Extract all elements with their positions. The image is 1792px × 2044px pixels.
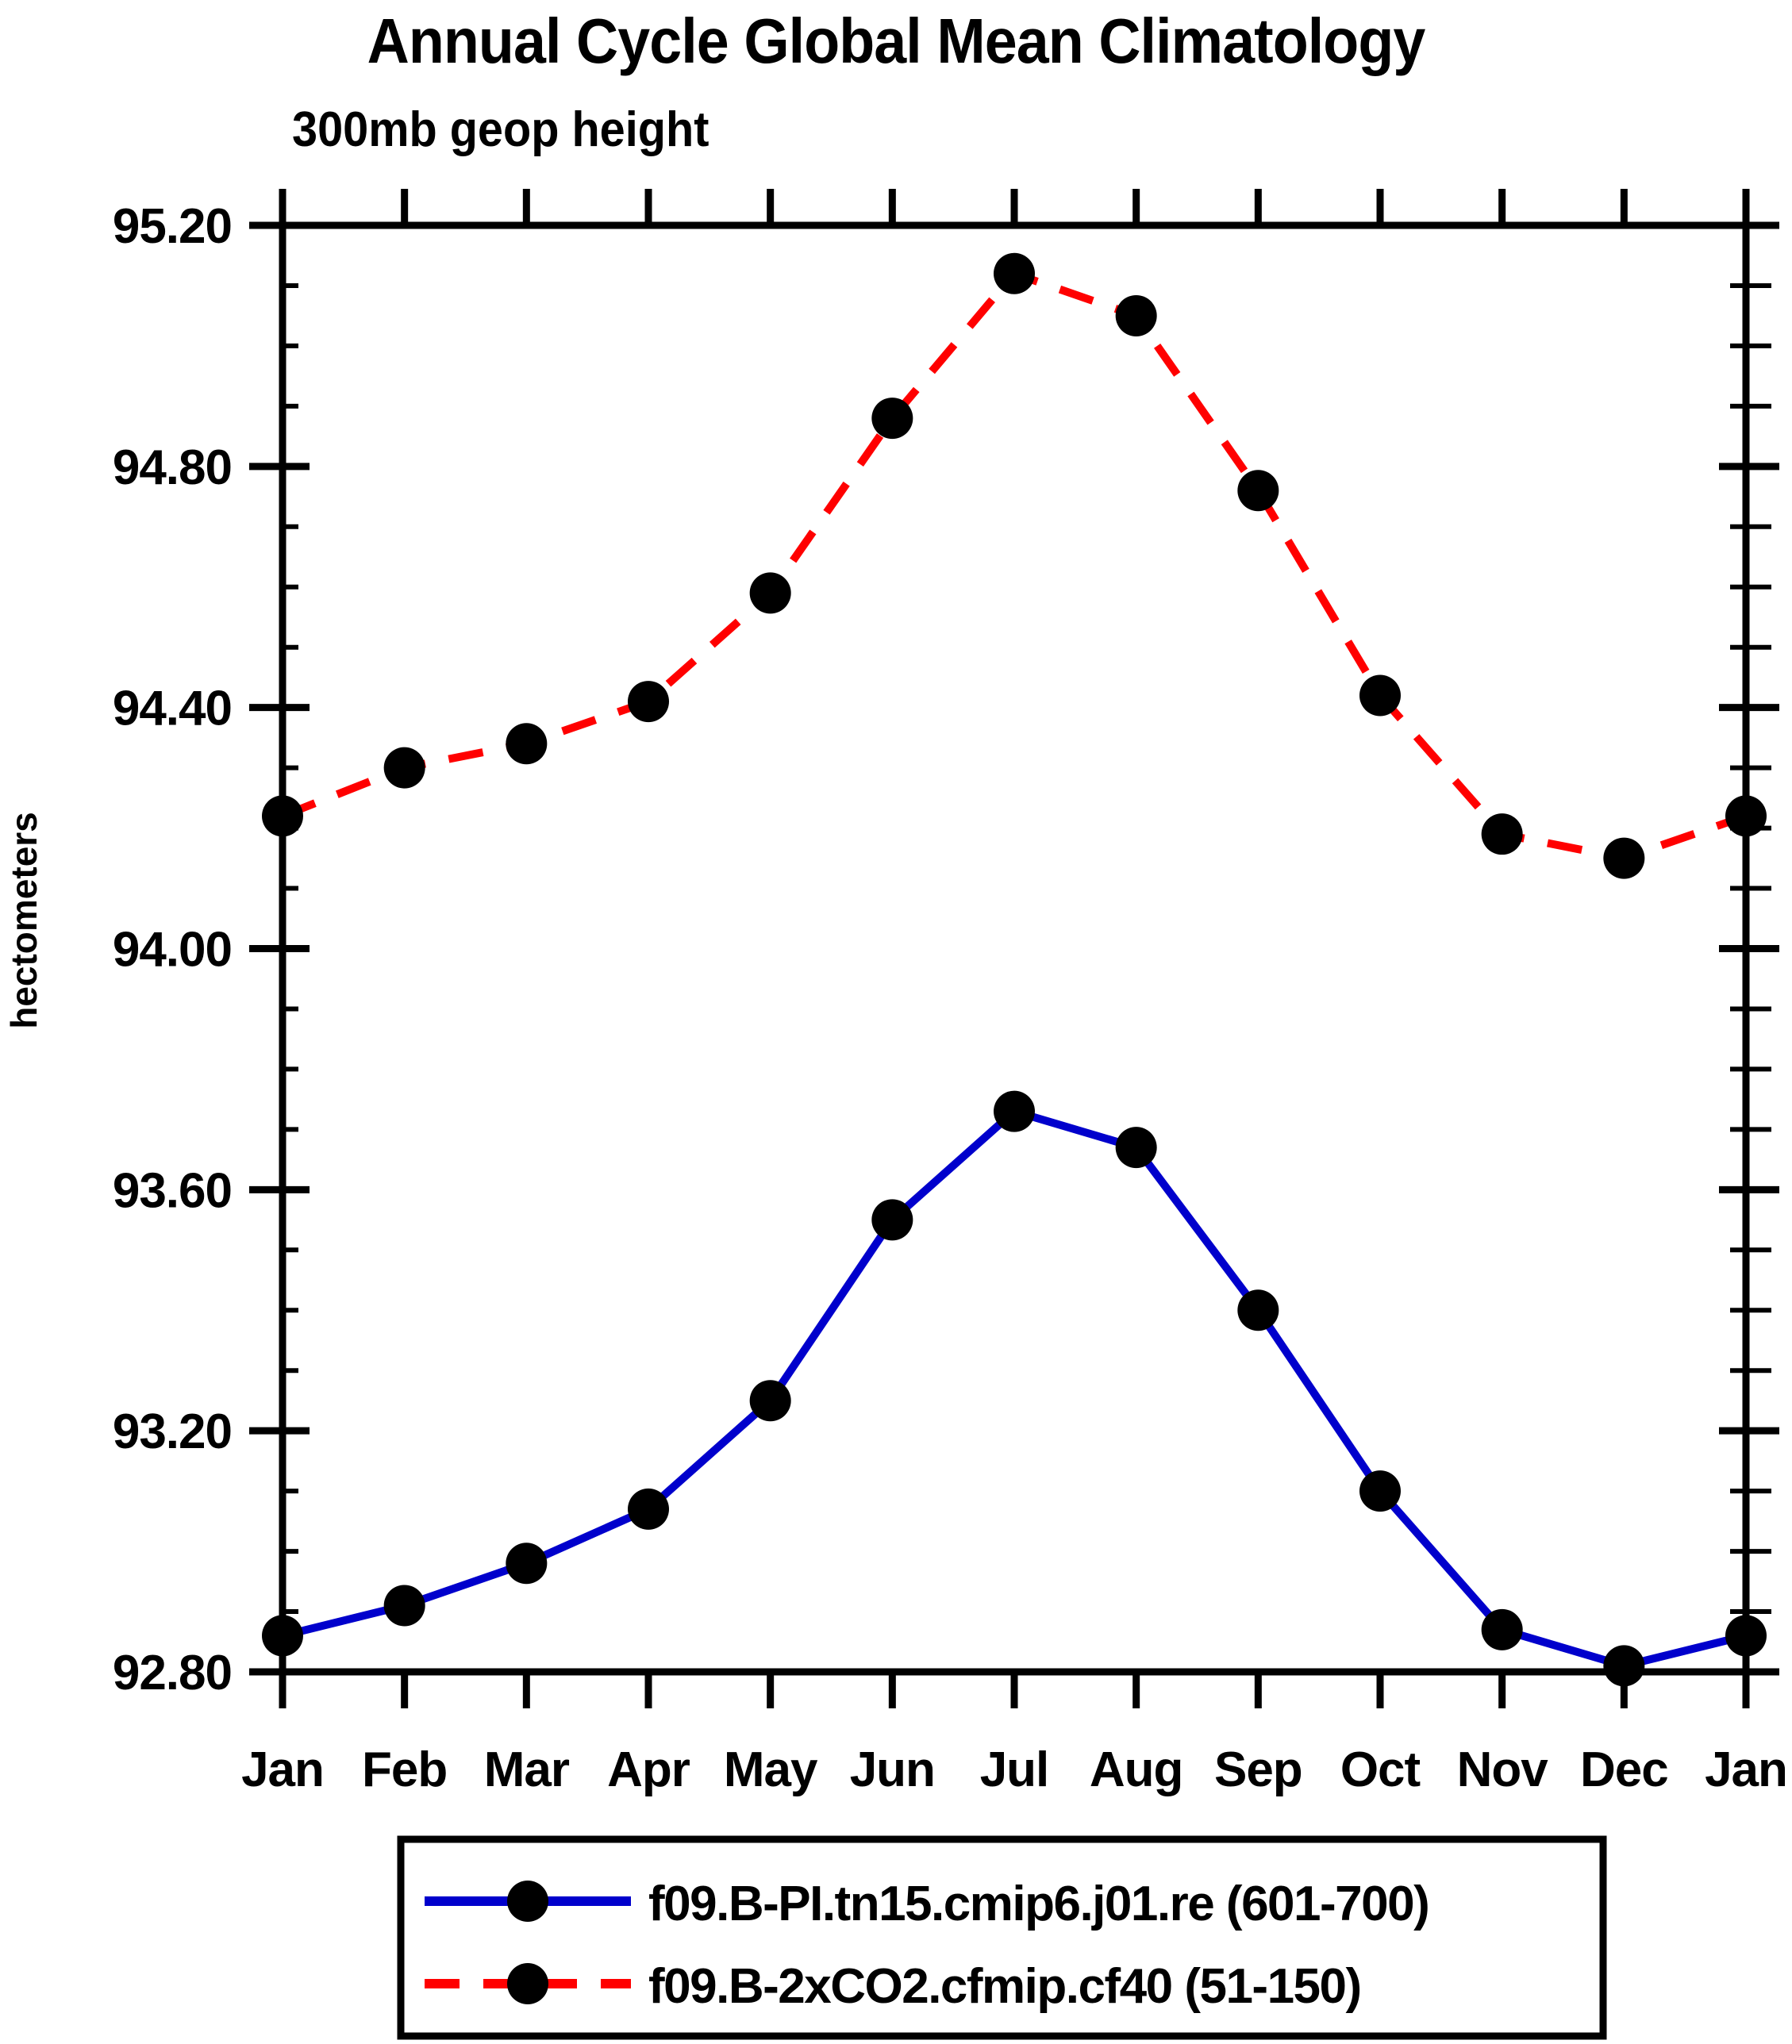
data-point-marker bbox=[506, 1543, 548, 1585]
chart-subtitle: 300mb geop height bbox=[292, 102, 709, 157]
data-point-marker bbox=[383, 1585, 425, 1627]
data-series bbox=[262, 252, 1767, 879]
x-tick-label: Jan bbox=[1705, 1742, 1787, 1797]
legend-box bbox=[397, 1835, 1607, 2040]
x-tick-label: Feb bbox=[362, 1742, 447, 1797]
y-tick-label: 94.00 bbox=[113, 923, 232, 978]
plot-frame bbox=[279, 221, 1750, 1676]
x-tick-labels: Jan Feb Mar Apr May Jun Jul Aug Sep Oct Nov Dec Jan bbox=[241, 1742, 1788, 1797]
data-point-marker bbox=[262, 795, 303, 837]
data-point-marker bbox=[871, 1199, 913, 1241]
data-point-marker bbox=[1237, 470, 1279, 512]
series-group bbox=[262, 252, 1767, 1687]
data-point-marker bbox=[1725, 795, 1767, 837]
x-tick-label: Jan bbox=[241, 1742, 324, 1797]
data-point-marker bbox=[1725, 1615, 1767, 1657]
data-point-marker bbox=[506, 723, 548, 765]
data-series bbox=[262, 1090, 1767, 1687]
data-point-marker bbox=[749, 572, 791, 614]
series-line bbox=[281, 1107, 1748, 1670]
chart-title: Annual Cycle Global Mean Climatology bbox=[367, 6, 1426, 76]
x-tick-label: Nov bbox=[1457, 1742, 1549, 1797]
data-point-marker bbox=[1481, 813, 1523, 855]
y-tick-label: 94.40 bbox=[113, 682, 232, 736]
legend-label: f09.B-PI.tn15.cmip6.j01.re (601-700) bbox=[648, 1877, 1429, 1931]
y-tick-label: 95.20 bbox=[113, 199, 232, 254]
x-tick-label: Dec bbox=[1580, 1742, 1668, 1797]
y-tick-label: 93.20 bbox=[113, 1404, 232, 1459]
series-line bbox=[281, 269, 1748, 863]
data-point-marker bbox=[1359, 674, 1401, 717]
y-tick-label: 94.80 bbox=[113, 440, 232, 495]
y-tick-label: 93.60 bbox=[113, 1163, 232, 1218]
x-tick-label: Apr bbox=[607, 1742, 690, 1797]
data-point-marker bbox=[383, 747, 425, 789]
data-point-marker bbox=[628, 1488, 669, 1530]
data-point-marker bbox=[1359, 1470, 1401, 1512]
data-point-marker bbox=[871, 398, 913, 440]
data-point-marker bbox=[1237, 1289, 1279, 1331]
x-tick-label: Oct bbox=[1340, 1742, 1421, 1797]
legend-marker-sample bbox=[507, 1963, 548, 2004]
x-tick-label: Aug bbox=[1090, 1742, 1183, 1797]
data-point-marker bbox=[628, 681, 669, 723]
data-point-marker bbox=[994, 252, 1035, 294]
data-point-marker bbox=[994, 1090, 1035, 1132]
data-point-marker bbox=[262, 1615, 303, 1657]
y-tick-labels: 95.20 94.80 94.40 94.00 93.60 93.20 92.80 bbox=[113, 199, 233, 1700]
legend-marker-sample bbox=[507, 1881, 548, 1922]
legend-label: f09.B-2xCO2.cfmip.cf40 (51-150) bbox=[648, 1959, 1361, 2014]
data-point-marker bbox=[749, 1380, 791, 1422]
data-point-marker bbox=[1115, 294, 1157, 336]
x-tick-label: Jul bbox=[980, 1742, 1049, 1797]
x-tick-label: Jun bbox=[850, 1742, 935, 1797]
chart-legend: f09.B-PI.tn15.cmip6.j01.re (601-700) f09.… bbox=[397, 1835, 1607, 2040]
data-point-marker bbox=[1481, 1608, 1523, 1650]
axes-group bbox=[249, 189, 1779, 1708]
data-point-marker bbox=[1603, 1645, 1645, 1687]
data-point-marker bbox=[1603, 837, 1645, 879]
x-tick-label: Sep bbox=[1214, 1742, 1302, 1797]
data-point-marker bbox=[1115, 1127, 1157, 1169]
y-tick-label: 92.80 bbox=[113, 1646, 232, 1700]
x-tick-label: Mar bbox=[484, 1742, 570, 1797]
x-tick-label: May bbox=[724, 1742, 818, 1797]
